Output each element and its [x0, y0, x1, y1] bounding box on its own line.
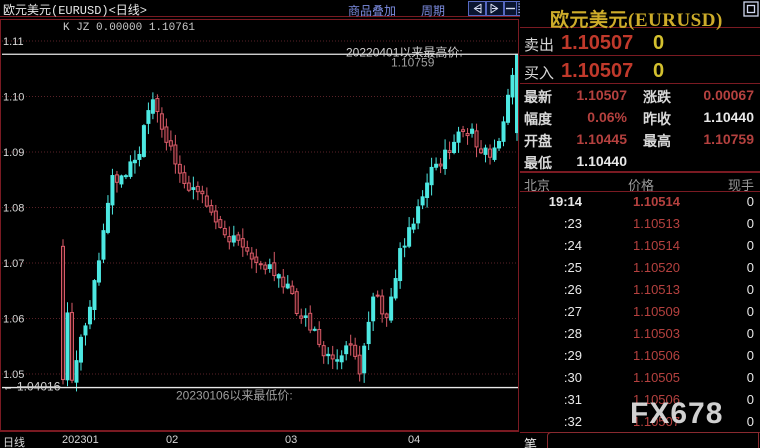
- svg-text:1.07: 1.07: [3, 258, 24, 270]
- svg-text:1.11: 1.11: [3, 36, 24, 48]
- svg-text:←: ←: [3, 383, 13, 394]
- svg-text:1.09: 1.09: [3, 147, 24, 159]
- svg-text:20230106以来最低价:: 20230106以来最低价:: [176, 389, 293, 403]
- svg-text:1.04016: 1.04016: [17, 380, 61, 394]
- svg-text:1.10759: 1.10759: [391, 55, 435, 69]
- svg-text:1.06: 1.06: [3, 314, 24, 326]
- svg-text:1.10: 1.10: [3, 92, 24, 104]
- svg-text:1.08: 1.08: [3, 203, 24, 215]
